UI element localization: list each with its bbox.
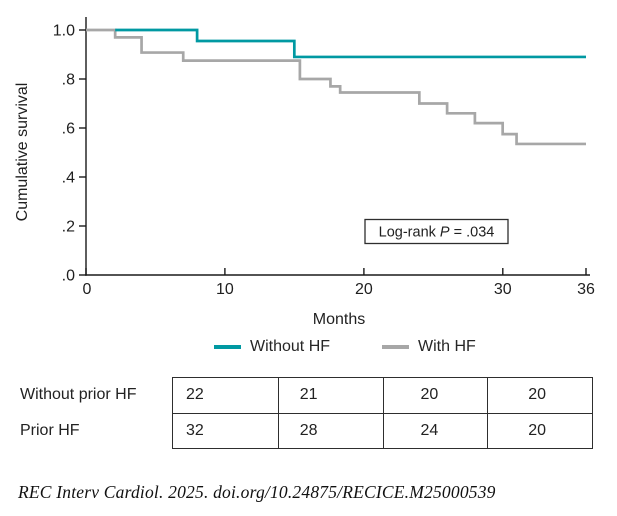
y-tick-label: .0: [62, 268, 75, 285]
y-tick-label: .2: [62, 219, 75, 236]
km-chart: 1.0 .8 .6 .4 .2 .0 Cumulative survival 0…: [14, 17, 595, 328]
legend-label: With HF: [418, 338, 476, 355]
risk-cell: 28: [277, 412, 383, 448]
risk-cell: 20: [382, 378, 488, 413]
risk-row-label: Prior HF: [20, 422, 80, 440]
x-tick-label: 30: [494, 281, 512, 298]
x-tick-label: 20: [355, 281, 373, 298]
risk-cell: 21: [277, 378, 383, 413]
citation: REC Interv Cardiol. 2025. doi.org/10.248…: [18, 482, 496, 502]
legend-item-with-hf: With HF: [382, 337, 476, 357]
without-hf-line-swatch: [214, 345, 241, 349]
risk-cell: 20: [487, 412, 592, 448]
y-tick-label: .6: [62, 121, 75, 138]
risk-table: 22 21 20 20 32 28 24 20: [172, 377, 593, 449]
legend-label: Without HF: [250, 338, 331, 355]
x-tick-label: 10: [216, 281, 234, 298]
logrank-box: [364, 218, 509, 245]
y-tick-label: .8: [62, 72, 75, 89]
risk-row-label: Without prior HF: [20, 386, 137, 404]
y-tick-label: 1.0: [53, 23, 75, 40]
y-axis-title: Cumulative survival: [14, 83, 31, 222]
x-tick-label: 0: [83, 281, 92, 298]
y-axis: [79, 17, 87, 276]
risk-table-row-labels: Without prior HF Prior HF: [20, 377, 170, 450]
with-hf-line-swatch: [382, 345, 409, 349]
legend-item-without-hf: Without HF: [214, 337, 330, 357]
y-tick-labels: 1.0 .8 .6 .4 .2 .0: [53, 23, 75, 285]
x-axis-title: Months: [313, 311, 365, 328]
x-tick-label: 36: [577, 281, 595, 298]
risk-cell: 24: [382, 412, 488, 448]
logrank-text: Log-rank P = .034: [379, 225, 495, 241]
risk-cell: 20: [487, 378, 592, 413]
with-hf-line: [86, 28, 586, 146]
x-tick-labels: 0 10 20 30 36: [83, 281, 595, 298]
logrank-annotation: Log-rank P = .034: [364, 218, 509, 245]
chart-legend: Without HF With HF: [0, 337, 617, 357]
without-hf-line: [115, 28, 586, 59]
risk-cell: 22: [173, 378, 278, 413]
x-axis: [85, 268, 590, 276]
risk-cell: 32: [173, 412, 278, 448]
y-tick-label: .4: [62, 170, 75, 187]
